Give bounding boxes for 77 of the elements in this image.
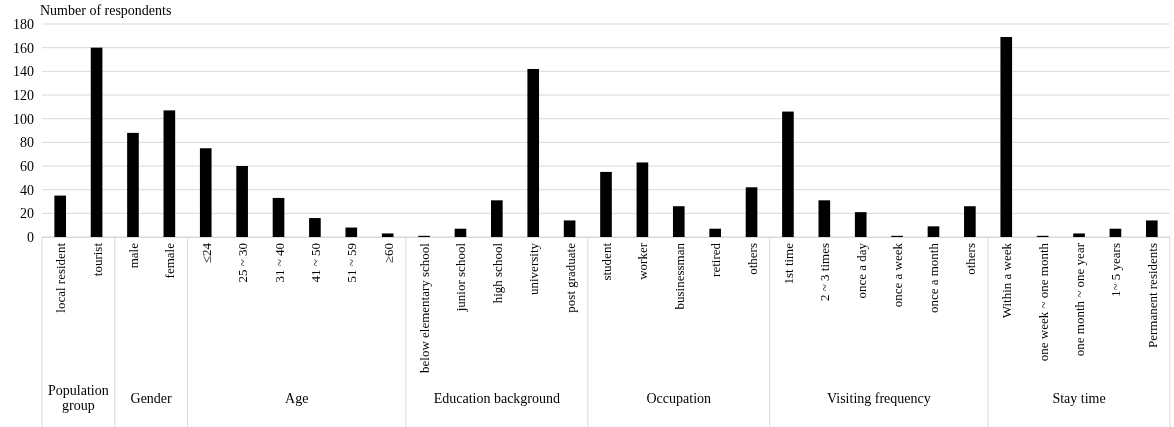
x-tick-label: once a month (926, 242, 942, 314)
bar (272, 197, 285, 237)
bar (236, 166, 248, 237)
x-tick-label: university (526, 242, 542, 295)
x-tick-label: female (162, 242, 178, 279)
x-tick-label: 25 ~ 30 (235, 243, 251, 283)
x-tick-label: Permanent residents (1144, 243, 1160, 349)
text: Stay time (1052, 391, 1106, 406)
x-tick-label: student (599, 242, 614, 281)
bar (491, 200, 503, 237)
bar (309, 218, 321, 237)
y-tick-label: 180 (13, 16, 34, 32)
x-tick-label: ≥60 (380, 243, 396, 264)
y-tick-label: 140 (13, 64, 34, 80)
bar (1109, 228, 1122, 237)
bar (563, 220, 576, 237)
bar (709, 228, 721, 237)
text: Population group (48, 383, 109, 414)
text: Gender (130, 391, 173, 406)
x-tick-label: others (744, 243, 760, 275)
x-tick-label: retired (708, 242, 724, 277)
x-tick-label: 51 ~ 59 (344, 243, 360, 283)
x-tick-label: tourist (89, 242, 105, 277)
bar (54, 195, 67, 237)
bar (672, 206, 685, 237)
x-tick-label: businessman (671, 242, 687, 310)
text: Education background (433, 391, 561, 406)
x-tick-label: 1~ 5 years (1108, 243, 1124, 297)
x-tick-label: high school (489, 242, 505, 304)
bar (381, 233, 394, 237)
x-tick-label: once a day (853, 242, 869, 299)
bar (745, 187, 758, 237)
bar (1000, 37, 1013, 237)
bar (927, 226, 940, 237)
x-tick-label: others (962, 243, 978, 275)
y-tick-label: 160 (13, 40, 34, 56)
x-tick-label: post graduate (562, 242, 578, 313)
x-tick-label: one week ~ one month (1035, 242, 1051, 362)
y-tick-label: 0 (27, 229, 34, 245)
x-tick-label: once a week (890, 242, 906, 308)
bar (199, 148, 212, 237)
y-tick-label: 20 (20, 206, 34, 222)
y-tick-label: 60 (20, 158, 34, 174)
bar (127, 132, 139, 237)
x-tick-label: worker (635, 242, 651, 280)
bar (636, 162, 649, 237)
x-tick-label: Within a week (999, 242, 1015, 319)
bar (1073, 233, 1085, 237)
y-tick-label: 120 (13, 87, 34, 103)
bar (345, 227, 358, 237)
bar (964, 206, 976, 237)
x-tick-label: one month ~ one year (1072, 242, 1088, 357)
bar (454, 228, 467, 237)
x-tick-label: junior school (453, 242, 469, 313)
y-tick-label: 100 (13, 111, 34, 127)
bar (818, 200, 831, 237)
y-axis-title: Number of respondents (40, 3, 172, 18)
x-tick-label: ≤24 (198, 242, 214, 264)
bar (163, 110, 176, 237)
x-tick-label: male (125, 242, 141, 269)
bar (90, 47, 103, 237)
x-tick-label: below elementary school (417, 242, 433, 373)
bar (527, 68, 540, 237)
bar (600, 171, 612, 237)
text: Occupation (646, 391, 712, 406)
text: Age (285, 391, 309, 406)
x-tick-label: local resident (53, 242, 69, 313)
bar (854, 212, 867, 237)
text: Visiting frequency (827, 391, 931, 406)
x-tick-label: 41 ~ 50 (307, 243, 323, 283)
y-tick-label: 40 (20, 182, 34, 198)
x-tick-label: 2 ~ 3 times (817, 243, 833, 301)
y-tick-label: 80 (20, 135, 34, 151)
x-tick-label: 31 ~ 40 (271, 243, 287, 283)
bar (782, 111, 794, 237)
x-tick-label: 1st time (780, 242, 796, 285)
bar (1145, 220, 1158, 237)
